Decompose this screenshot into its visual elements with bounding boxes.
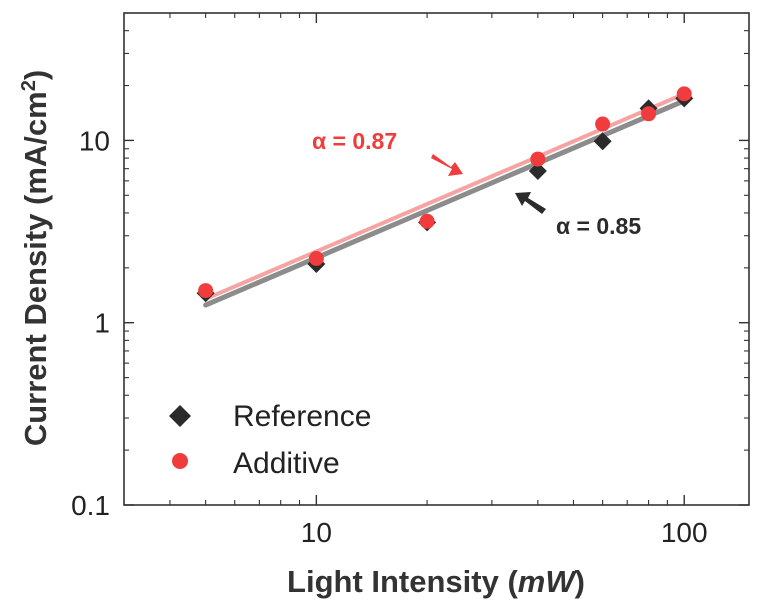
additive-point xyxy=(641,106,657,122)
y-axis-title: Current Density (mA/cm2) xyxy=(18,70,53,446)
annotation-alpha-reference: α = 0.85 xyxy=(556,213,641,239)
x-tick-labels: 10 100 xyxy=(301,517,708,548)
plot-frame xyxy=(123,12,750,506)
x-tick-label-10: 10 xyxy=(301,517,332,548)
additive-point xyxy=(308,251,324,267)
additive-point xyxy=(419,213,435,229)
legend-label-reference: Reference xyxy=(233,400,371,433)
arrow-reference-icon xyxy=(515,192,546,214)
fit-line-reference xyxy=(203,98,687,308)
y-tick-label-1: 1 xyxy=(94,308,110,339)
minor-ticks xyxy=(123,12,749,505)
fit-line-additive xyxy=(203,91,687,301)
arrow-additive-icon xyxy=(431,154,463,176)
additive-point xyxy=(595,116,611,132)
legend-marker-reference xyxy=(169,405,191,427)
legend: Reference Additive xyxy=(169,400,371,480)
series-additive xyxy=(198,86,692,299)
reference-point xyxy=(528,161,547,180)
x-axis-title: Light Intensity (mW) xyxy=(287,564,585,599)
additive-point xyxy=(530,151,546,167)
legend-marker-additive xyxy=(172,453,188,469)
y-tick-label-10: 10 xyxy=(79,125,110,156)
additive-point xyxy=(198,283,214,299)
y-tick-labels: 0.1 1 10 xyxy=(71,125,110,521)
major-ticks xyxy=(124,13,749,506)
additive-point xyxy=(676,86,692,102)
legend-label-additive: Additive xyxy=(233,447,340,480)
annotation-alpha-additive: α = 0.87 xyxy=(312,128,397,154)
y-tick-label-0.1: 0.1 xyxy=(71,490,110,521)
reference-point xyxy=(593,132,612,151)
x-tick-label-100: 100 xyxy=(661,517,708,548)
